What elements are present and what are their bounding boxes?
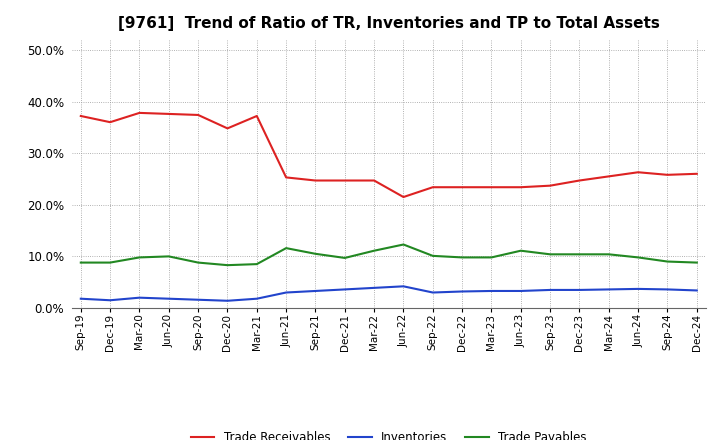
Trade Receivables (487, 185, 496, 190)
Inventories (516, 288, 525, 293)
Inventories (164, 296, 173, 301)
Inventories (663, 287, 672, 292)
Inventories (575, 287, 584, 293)
Inventories (135, 295, 144, 301)
Trade Payables (135, 255, 144, 260)
Trade Receivables (693, 171, 701, 176)
Trade Receivables (458, 185, 467, 190)
Title: [9761]  Trend of Ratio of TR, Inventories and TP to Total Assets: [9761] Trend of Ratio of TR, Inventories… (118, 16, 660, 32)
Inventories (487, 288, 496, 293)
Trade Payables (164, 254, 173, 259)
Inventories (223, 298, 232, 304)
Inventories (76, 296, 85, 301)
Inventories (546, 287, 554, 293)
Trade Payables (634, 255, 642, 260)
Trade Payables (693, 260, 701, 265)
Trade Receivables (546, 183, 554, 188)
Line: Trade Receivables: Trade Receivables (81, 113, 697, 197)
Trade Receivables (428, 185, 437, 190)
Trade Receivables (370, 178, 379, 183)
Trade Receivables (76, 114, 85, 119)
Inventories (341, 287, 349, 292)
Trade Payables (546, 252, 554, 257)
Inventories (458, 289, 467, 294)
Trade Payables (605, 252, 613, 257)
Inventories (311, 288, 320, 293)
Trade Payables (399, 242, 408, 247)
Trade Payables (76, 260, 85, 265)
Trade Receivables (253, 114, 261, 119)
Inventories (106, 297, 114, 303)
Inventories (634, 286, 642, 292)
Trade Receivables (164, 111, 173, 117)
Trade Payables (428, 253, 437, 259)
Trade Payables (575, 252, 584, 257)
Trade Receivables (106, 120, 114, 125)
Line: Trade Payables: Trade Payables (81, 245, 697, 265)
Inventories (399, 284, 408, 289)
Trade Payables (311, 251, 320, 257)
Trade Receivables (341, 178, 349, 183)
Trade Receivables (194, 112, 202, 117)
Trade Payables (194, 260, 202, 265)
Legend: Trade Receivables, Inventories, Trade Payables: Trade Receivables, Inventories, Trade Pa… (186, 427, 592, 440)
Inventories (428, 290, 437, 295)
Trade Payables (341, 255, 349, 260)
Trade Payables (282, 246, 290, 251)
Trade Payables (663, 259, 672, 264)
Trade Payables (516, 248, 525, 253)
Trade Receivables (311, 178, 320, 183)
Inventories (253, 296, 261, 301)
Inventories (605, 287, 613, 292)
Trade Receivables (605, 174, 613, 179)
Trade Payables (106, 260, 114, 265)
Trade Receivables (575, 178, 584, 183)
Trade Receivables (516, 185, 525, 190)
Line: Inventories: Inventories (81, 286, 697, 301)
Inventories (282, 290, 290, 295)
Trade Payables (253, 261, 261, 267)
Trade Receivables (399, 194, 408, 200)
Inventories (693, 288, 701, 293)
Trade Receivables (223, 126, 232, 131)
Trade Receivables (663, 172, 672, 177)
Trade Payables (458, 255, 467, 260)
Trade Receivables (634, 169, 642, 175)
Trade Receivables (135, 110, 144, 116)
Trade Payables (370, 248, 379, 253)
Inventories (194, 297, 202, 302)
Trade Receivables (282, 175, 290, 180)
Trade Payables (223, 263, 232, 268)
Trade Payables (487, 255, 496, 260)
Inventories (370, 285, 379, 290)
